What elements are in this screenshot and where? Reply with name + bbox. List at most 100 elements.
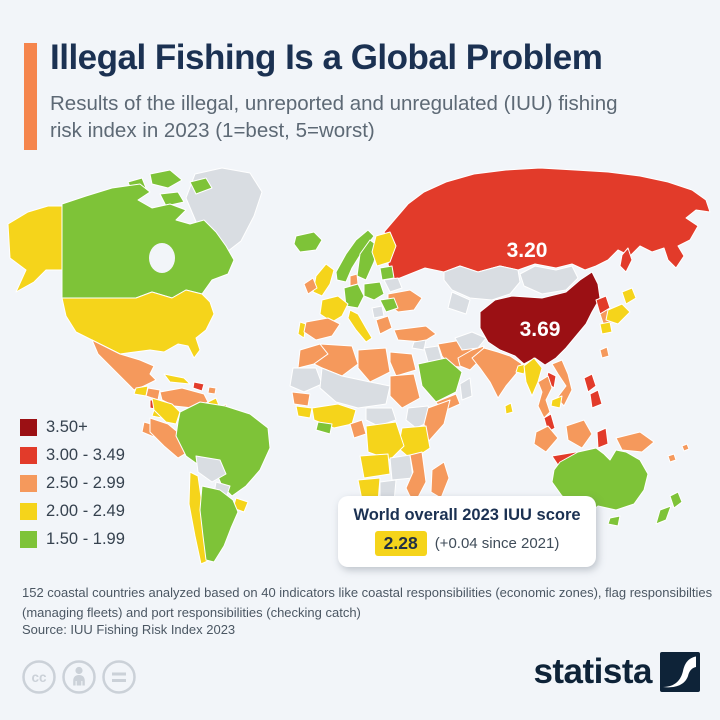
- title-accent-bar: [24, 43, 37, 150]
- region-serbia: [371, 305, 385, 319]
- region-colombia: [151, 397, 181, 425]
- region-afghanistan: [454, 331, 487, 351]
- region-poland: [363, 281, 385, 301]
- methodology-footnote: 152 coastal countries analyzed based on …: [22, 585, 713, 620]
- region-kazakhstan: [443, 265, 521, 301]
- world-map: 3.20 3.69: [0, 160, 720, 580]
- world-score-title: World overall 2023 IUU score: [353, 506, 581, 524]
- region-hispaniola: [192, 381, 205, 392]
- region-saudi-arabia: [417, 357, 463, 403]
- region-turkey: [393, 325, 437, 343]
- legend-item: 2.50 - 2.99: [20, 474, 125, 493]
- legend-swatch: [20, 419, 37, 436]
- region-syria: [411, 339, 427, 351]
- region-usa: [61, 289, 215, 359]
- cc-nd-icon: [102, 660, 136, 694]
- statista-logo-text: statista: [533, 652, 652, 691]
- page-subtitle: Results of the illegal, unreported and u…: [50, 92, 618, 143]
- region-zambia-zimbabwe: [389, 454, 414, 481]
- region-finland: [371, 231, 397, 267]
- world-score-change: (+0.04 since 2021): [434, 535, 560, 552]
- region-japan-honshu: [605, 303, 631, 325]
- legend-swatch: [20, 503, 37, 520]
- cc-license-icons: cc: [20, 657, 138, 702]
- region-peru: [149, 417, 189, 459]
- region-cameroon: [349, 419, 367, 439]
- legend-label: 3.50+: [46, 418, 88, 436]
- legend-item: 3.50+: [20, 418, 125, 437]
- region-mexico: [91, 339, 157, 391]
- region-japan-kyushu: [599, 321, 613, 335]
- region-spain: [303, 317, 341, 341]
- legend-swatch: [20, 447, 37, 464]
- statista-branding: statista: [533, 652, 700, 692]
- cc-by-icon: [62, 660, 96, 694]
- region-angola: [359, 453, 391, 479]
- region-cuba: [163, 373, 191, 385]
- region-cambodia: [550, 395, 563, 409]
- legend-item: 1.50 - 1.99: [20, 530, 125, 549]
- china-score-label: 3.69: [520, 318, 561, 341]
- region-new-guinea: [615, 431, 655, 453]
- region-alaska: [7, 205, 63, 293]
- region-greece: [375, 315, 393, 335]
- region-guinea: [295, 405, 313, 419]
- region-libya: [357, 347, 391, 383]
- region-puerto-rico: [207, 386, 217, 395]
- statista-logo-mark: [660, 652, 700, 692]
- world-score-callout: World overall 2023 IUU score 2.28 (+0.04…: [338, 496, 596, 567]
- region-drc: [365, 421, 405, 461]
- region-china: [479, 271, 601, 366]
- region-belarus: [383, 277, 403, 293]
- map-legend: 3.50+ 3.00 - 3.49 2.50 - 2.99 2.00 - 2.49 1.…: [20, 418, 125, 558]
- region-sakhalin: [619, 247, 633, 273]
- region-canada-arctic: [149, 169, 183, 189]
- region-central-asia: [447, 291, 471, 315]
- region-japan-hokkaido: [621, 287, 637, 305]
- cc-icon: [22, 660, 56, 694]
- region-sulawesi: [596, 427, 609, 449]
- region-myanmar: [523, 357, 543, 397]
- region-thailand: [537, 375, 553, 419]
- region-bangladesh: [515, 363, 527, 375]
- region-philippines: [589, 389, 603, 409]
- region-pacific-islands: [681, 443, 690, 452]
- region-brazil: [175, 401, 271, 497]
- region-egypt: [389, 351, 417, 377]
- region-sumatra: [533, 425, 559, 453]
- legend-label: 3.00 - 3.49: [46, 446, 125, 464]
- legend-swatch: [20, 531, 37, 548]
- region-tasmania: [607, 515, 621, 527]
- region-western-sahara: [289, 367, 323, 393]
- region-russia: [383, 167, 711, 281]
- region-argentina: [199, 485, 239, 563]
- region-iceland: [293, 231, 323, 253]
- world-map-svg: 3.20 3.69: [7, 167, 711, 565]
- region-new-zealand-south: [655, 505, 672, 525]
- region-madagascar: [430, 461, 450, 499]
- legend-label: 1.50 - 1.99: [46, 530, 125, 548]
- region-india: [471, 347, 523, 399]
- page-title: Illegal Fishing Is a Global Problem: [50, 38, 603, 77]
- legend-item: 2.00 - 2.49: [20, 502, 125, 521]
- region-sahel: [319, 367, 391, 409]
- region-oman: [459, 377, 473, 401]
- region-new-zealand-north: [669, 491, 683, 509]
- source-line: Source: IUU Fishing Risk Index 2023: [22, 622, 236, 637]
- region-pacific-islands: [667, 453, 677, 463]
- region-ireland: [303, 277, 318, 295]
- legend-swatch: [20, 475, 37, 492]
- region-sudan: [389, 373, 421, 409]
- region-somalia: [423, 399, 451, 443]
- russia-score-label: 3.20: [507, 239, 548, 262]
- legend-item: 3.00 - 3.49: [20, 446, 125, 465]
- region-ghana: [315, 421, 333, 435]
- region-portugal: [297, 321, 307, 339]
- region-bolivia: [195, 455, 227, 483]
- region-romania: [379, 297, 399, 313]
- region-sri-lanka: [504, 402, 514, 415]
- region-borneo: [565, 419, 593, 449]
- region-france: [319, 295, 349, 323]
- world-score-value: 2.28: [374, 531, 427, 556]
